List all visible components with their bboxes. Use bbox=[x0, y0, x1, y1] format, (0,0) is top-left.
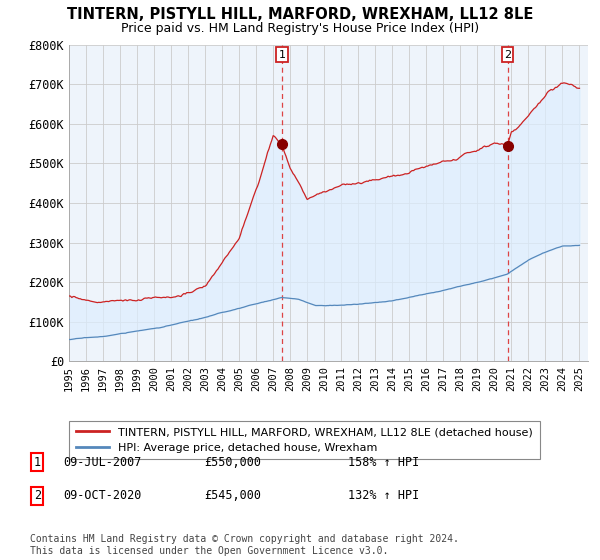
Text: TINTERN, PISTYLL HILL, MARFORD, WREXHAM, LL12 8LE: TINTERN, PISTYLL HILL, MARFORD, WREXHAM,… bbox=[67, 7, 533, 22]
Text: £545,000: £545,000 bbox=[204, 489, 261, 502]
Text: 09-JUL-2007: 09-JUL-2007 bbox=[63, 455, 142, 469]
Text: 2: 2 bbox=[34, 489, 41, 502]
Text: 2: 2 bbox=[504, 49, 511, 59]
Text: 09-OCT-2020: 09-OCT-2020 bbox=[63, 489, 142, 502]
Text: 1: 1 bbox=[34, 455, 41, 469]
Text: 158% ↑ HPI: 158% ↑ HPI bbox=[348, 455, 419, 469]
Text: Price paid vs. HM Land Registry's House Price Index (HPI): Price paid vs. HM Land Registry's House … bbox=[121, 22, 479, 35]
Text: £550,000: £550,000 bbox=[204, 455, 261, 469]
Text: Contains HM Land Registry data © Crown copyright and database right 2024.
This d: Contains HM Land Registry data © Crown c… bbox=[30, 534, 459, 556]
Text: 1: 1 bbox=[278, 49, 286, 59]
Legend: TINTERN, PISTYLL HILL, MARFORD, WREXHAM, LL12 8LE (detached house), HPI: Average: TINTERN, PISTYLL HILL, MARFORD, WREXHAM,… bbox=[70, 421, 539, 459]
Text: 132% ↑ HPI: 132% ↑ HPI bbox=[348, 489, 419, 502]
